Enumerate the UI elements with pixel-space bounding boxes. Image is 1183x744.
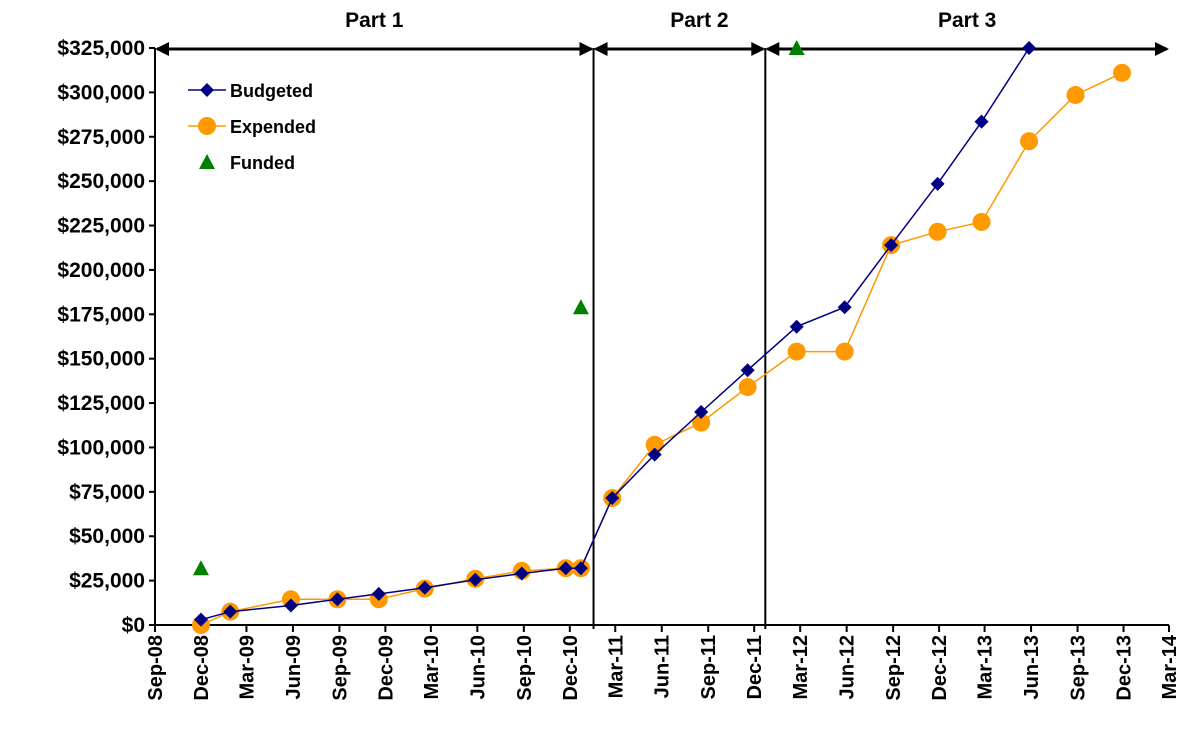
x-tick-label: Sep-12 (883, 635, 905, 701)
budgeted-series (193, 41, 1037, 627)
budgeted-point (930, 176, 945, 191)
x-tick-label: Dec-10 (560, 635, 582, 701)
expended-line (200, 72, 1123, 626)
budgeted-point (223, 604, 238, 619)
phase-arrow-head-left (155, 42, 169, 56)
legend-item-funded: Funded (199, 153, 295, 173)
funded-series (192, 40, 805, 576)
legend-item-expended: Expended (188, 117, 316, 137)
expended-point (1020, 132, 1039, 151)
x-tick-label: Sep-08 (145, 635, 167, 701)
x-tick-label: Mar-14 (1159, 634, 1181, 699)
budgeted-point (573, 561, 588, 576)
data-series (191, 40, 1132, 634)
budgeted-point (468, 572, 483, 587)
budgeted-point (837, 300, 852, 315)
phase-label: Part 3 (938, 9, 996, 32)
legend-label-funded: Funded (230, 153, 295, 173)
y-tick-label: $325,000 (57, 37, 145, 60)
x-tick-label: Sep-09 (329, 635, 351, 701)
x-tick-label: Sep-11 (698, 635, 720, 699)
funded-point (192, 560, 209, 576)
legend-label-expended: Expended (230, 117, 316, 137)
x-tick-label: Jun-12 (837, 635, 859, 699)
x-tick-label: Mar-10 (421, 635, 443, 699)
y-tick-label: $200,000 (57, 259, 145, 282)
chart-axes: $0 $25,000 $50,000 $75,000 $100,000 $125,000 $… (57, 37, 1181, 701)
budgeted-point (283, 598, 298, 613)
x-tick-label: Mar-13 (975, 635, 997, 699)
y-tick-label: $125,000 (57, 392, 145, 415)
expended-point (972, 212, 991, 231)
expended-point (738, 378, 757, 397)
phase-label: Part 1 (345, 9, 404, 32)
expended-point (692, 413, 711, 432)
budgeted-point (1022, 41, 1037, 55)
phase-arrow-head-right (751, 42, 766, 56)
legend-marker-funded (199, 154, 215, 169)
x-tick-label: Dec-13 (1114, 635, 1136, 701)
y-tick-label: $100,000 (57, 436, 145, 459)
expended-point (1066, 86, 1085, 105)
budgeted-point (330, 592, 345, 607)
budgeted-point (974, 114, 989, 129)
legend-label-budgeted: Budgeted (230, 81, 313, 101)
phase-annotations: Part 1 Part 2 Part 3 (155, 9, 1169, 629)
x-tick-label: Sep-13 (1068, 635, 1090, 701)
x-tick-label: Jun-10 (467, 635, 489, 699)
x-tick-label: Mar-11 (605, 635, 627, 698)
budgeted-point (193, 612, 208, 627)
x-tick-label: Dec-09 (375, 635, 397, 701)
expended-point (1113, 63, 1132, 82)
y-tick-label: $75,000 (69, 481, 145, 504)
x-tick-label: Dec-08 (191, 635, 213, 701)
budgeted-point (417, 580, 432, 595)
budgeted-point (514, 566, 529, 581)
y-tick-label: $300,000 (57, 81, 145, 104)
x-tick-label: Sep-10 (514, 635, 536, 701)
budgeted-point (371, 586, 386, 601)
x-tick-label: Dec-12 (929, 635, 951, 701)
budgeted-point (694, 404, 709, 419)
x-tick-label: Jun-13 (1021, 635, 1043, 699)
budgeted-point (789, 319, 804, 334)
x-tick-label: Mar-12 (790, 635, 812, 699)
y-tick-label: $225,000 (57, 215, 145, 238)
funded-point (572, 299, 589, 315)
y-tick-label: $0 (122, 614, 145, 637)
expended-point (928, 222, 947, 241)
y-tick-label: $275,000 (57, 126, 145, 149)
y-tick-label: $25,000 (69, 570, 145, 593)
expended-point (835, 342, 854, 361)
expended-series (191, 63, 1132, 634)
budgeted-point (647, 447, 662, 462)
phase-arrow-head-right (579, 42, 594, 56)
expended-point (645, 435, 664, 454)
phase-arrow-head-right (1155, 42, 1169, 56)
y-tick-label: $150,000 (57, 348, 145, 371)
x-tick-label: Dec-11 (744, 635, 766, 700)
phase-arrow-head-left (765, 42, 780, 56)
funded-point (788, 40, 805, 55)
legend-marker-expended (198, 117, 216, 135)
x-tick-label: Jun-09 (283, 635, 305, 699)
legend-item-budgeted: Budgeted (188, 81, 313, 101)
x-tick-label: Jun-11 (652, 635, 674, 698)
budgeted-point (740, 363, 755, 378)
y-tick-label: $175,000 (57, 303, 145, 326)
legend: Budgeted Expended Funded (188, 81, 316, 173)
budgeted-line (200, 47, 1030, 621)
budgeted-point (884, 238, 899, 253)
y-tick-label: $250,000 (57, 170, 145, 193)
phase-label: Part 2 (670, 9, 728, 32)
y-tick-label: $50,000 (69, 525, 145, 548)
legend-marker-budgeted (200, 83, 214, 97)
expended-point (787, 342, 806, 361)
budgeted-point (605, 491, 620, 506)
phase-arrow-head-left (593, 42, 608, 56)
budgeted-point (558, 561, 573, 576)
x-tick-label: Mar-09 (236, 635, 258, 699)
